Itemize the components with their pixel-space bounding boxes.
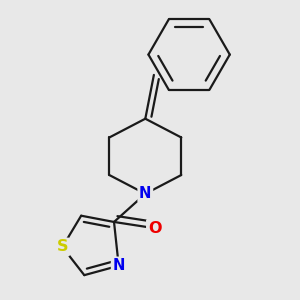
Text: O: O bbox=[148, 221, 161, 236]
Text: N: N bbox=[139, 186, 152, 201]
Text: S: S bbox=[57, 239, 68, 254]
Text: N: N bbox=[112, 258, 125, 273]
